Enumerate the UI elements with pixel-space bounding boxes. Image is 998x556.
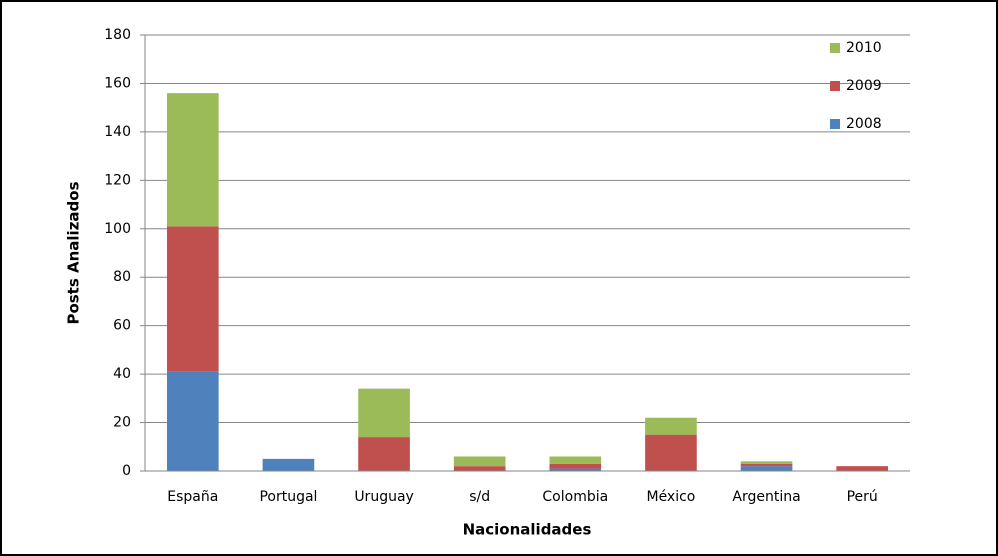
x-tick-label: Portugal — [259, 489, 317, 505]
legend-swatch — [830, 43, 840, 53]
y-axis-title: Posts Analizados — [65, 181, 83, 324]
y-tick-label: 120 — [104, 172, 131, 188]
bar-segment — [453, 456, 506, 467]
y-tick-label: 140 — [104, 124, 131, 140]
y-tick-label: 0 — [122, 463, 131, 479]
bar-segment — [740, 463, 793, 467]
legend-label: 2010 — [846, 40, 882, 56]
bar-segment — [645, 434, 697, 471]
x-tick-label: Uruguay — [354, 489, 414, 505]
bar-segment — [453, 466, 506, 471]
x-tick-label: Colombia — [542, 489, 608, 505]
bar-segment — [358, 388, 410, 438]
bar-segment — [836, 466, 889, 471]
bar-segment — [740, 461, 793, 464]
legend-label: 2009 — [846, 78, 882, 94]
bar-segment — [549, 468, 602, 471]
bar-segment — [549, 456, 602, 464]
bar-segment — [166, 371, 219, 471]
bar-segment — [358, 437, 410, 471]
legend-swatch — [830, 119, 840, 129]
bar-segment — [166, 226, 219, 372]
y-tick-label: 160 — [104, 75, 131, 91]
x-axis-title: Nacionalidades — [463, 521, 592, 539]
y-tick-label: 60 — [113, 318, 131, 334]
bar-segment — [549, 463, 602, 469]
bar-segment — [166, 93, 219, 227]
y-tick-label: 180 — [104, 27, 131, 43]
y-tick-label: 80 — [113, 269, 131, 285]
x-tick-label: Perú — [847, 489, 878, 505]
y-tick-label: 100 — [104, 221, 131, 237]
bar-segment — [740, 466, 793, 471]
legend-swatch — [830, 81, 840, 91]
y-tick-label: 40 — [113, 366, 131, 382]
x-tick-label: México — [646, 489, 695, 505]
bar-segment — [262, 458, 315, 471]
x-tick-label: s/d — [469, 489, 490, 505]
x-tick-label: Argentina — [732, 489, 800, 505]
y-tick-label: 20 — [113, 415, 131, 431]
legend-label: 2008 — [846, 116, 882, 132]
x-tick-label: España — [167, 489, 218, 505]
bar-segment — [645, 417, 697, 435]
